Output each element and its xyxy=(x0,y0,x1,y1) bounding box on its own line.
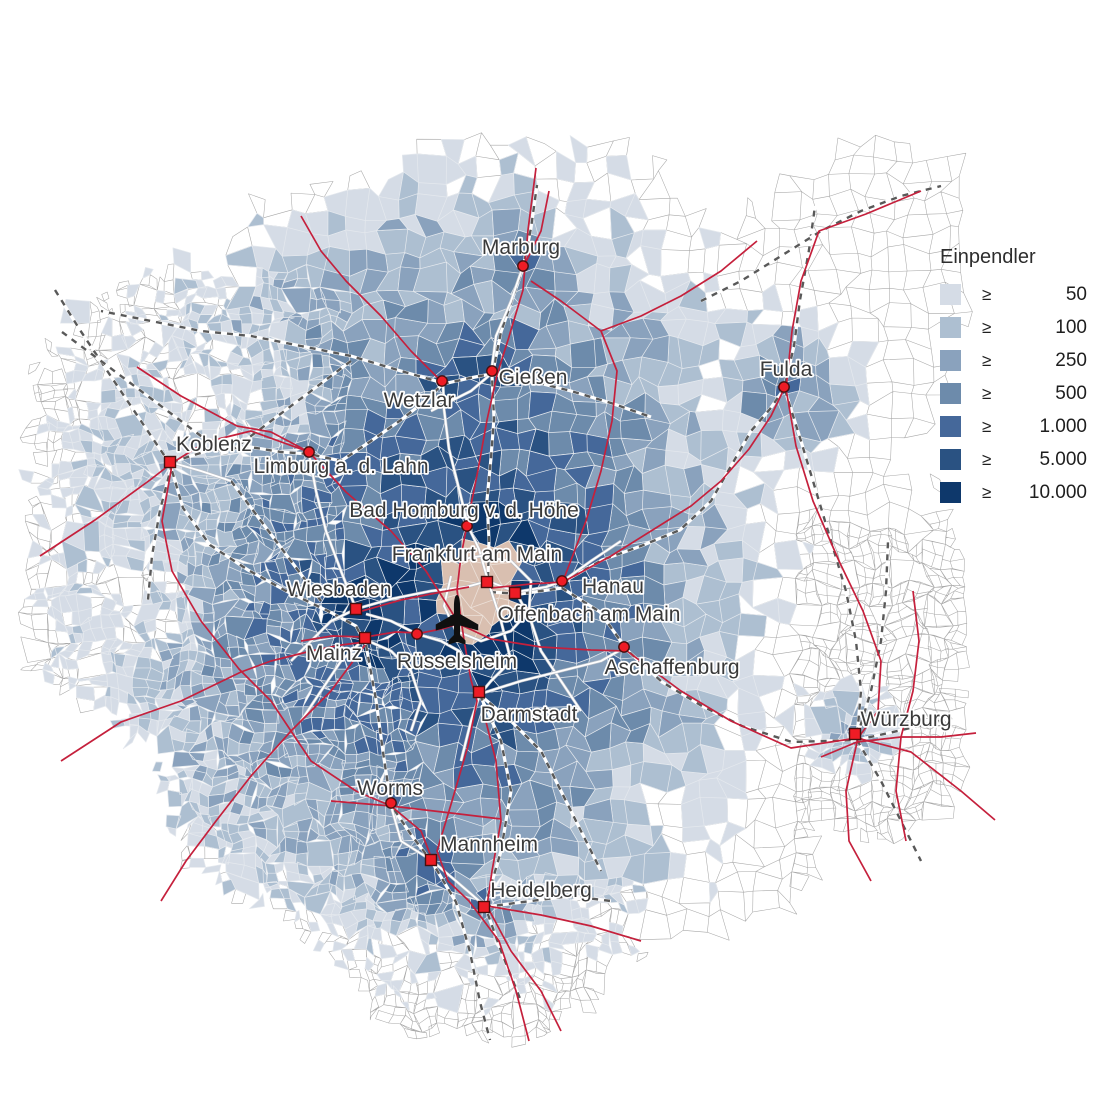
choropleth-cells xyxy=(18,132,973,1048)
city-marker-dot xyxy=(436,375,448,387)
city-marker-dot xyxy=(385,797,397,809)
legend-item: ≥100 xyxy=(937,311,1087,344)
city-marker-dot xyxy=(517,260,529,272)
city-label: Marburg xyxy=(482,236,560,259)
legend-title: Einpendler xyxy=(940,246,1036,268)
city-label: Heidelberg xyxy=(490,879,592,902)
city-marker-square xyxy=(163,455,177,469)
city-label: Aschaffenburg xyxy=(604,656,739,679)
legend-swatch xyxy=(940,482,961,503)
legend-operator: ≥ xyxy=(982,350,992,370)
minor-roads xyxy=(169,265,625,908)
city-marker-square xyxy=(349,602,363,616)
legend-operator: ≥ xyxy=(982,284,992,304)
legend-swatch xyxy=(940,317,961,338)
city-label: Darmstadt xyxy=(481,703,578,726)
legend-value: 250 xyxy=(1055,349,1087,371)
legend-item: ≥10.000 xyxy=(937,476,1087,509)
city-label: Wiesbaden xyxy=(286,578,391,601)
city-marker-dot xyxy=(303,446,315,458)
city-label: Fulda xyxy=(760,358,813,381)
city-marker-square xyxy=(848,727,862,741)
legend-value: 5.000 xyxy=(1039,448,1087,470)
city-label: Rüsselsheim xyxy=(397,650,517,673)
city-label: Mannheim xyxy=(440,833,538,856)
legend-value: 500 xyxy=(1055,382,1087,404)
city-marker-dot xyxy=(556,575,568,587)
city-label: Gießen xyxy=(499,366,568,389)
city-marker-dot xyxy=(618,641,630,653)
legend-rows: ≥50 ≥100 ≥250 ≥500 ≥1.000 ≥5.000 ≥10.000 xyxy=(937,278,1087,509)
city-label: Bad Homburg v. d. Höhe xyxy=(349,499,579,522)
city-label: Würzburg xyxy=(860,708,951,731)
legend-operator: ≥ xyxy=(982,383,992,403)
airplane-icon xyxy=(435,595,479,645)
city-marker-square xyxy=(424,853,438,867)
city-label: Worms xyxy=(357,777,423,800)
legend-item: ≥250 xyxy=(937,344,1087,377)
city-marker-square xyxy=(477,900,491,914)
legend-swatch xyxy=(940,284,961,305)
city-label: Koblenz xyxy=(176,433,252,456)
legend-item: ≥50 xyxy=(937,278,1087,311)
legend-swatch xyxy=(940,383,961,404)
legend-value: 100 xyxy=(1055,316,1087,338)
legend-swatch xyxy=(940,350,961,371)
legend-item: ≥500 xyxy=(937,377,1087,410)
city-marker-square xyxy=(508,586,522,600)
legend-swatch xyxy=(940,449,961,470)
legend-operator: ≥ xyxy=(982,482,992,502)
legend: Einpendler ≥50 ≥100 ≥250 ≥500 ≥1.000 ≥5.000 ≥1… xyxy=(937,246,1087,509)
legend-operator: ≥ xyxy=(982,449,992,469)
legend-value: 50 xyxy=(1065,283,1087,305)
city-marker-dot xyxy=(461,520,473,532)
city-marker-square xyxy=(358,631,372,645)
city-label: Frankfurt am Main xyxy=(392,543,562,566)
legend-operator: ≥ xyxy=(982,317,992,337)
city-markers xyxy=(163,260,862,914)
legend-value: 10.000 xyxy=(1028,481,1087,503)
legend-swatch xyxy=(940,416,961,437)
city-marker-dot xyxy=(411,628,423,640)
city-label: Wetzlar xyxy=(384,389,455,412)
legend-item: ≥1.000 xyxy=(937,410,1087,443)
city-marker-square xyxy=(480,575,494,589)
city-marker-dot xyxy=(486,365,498,377)
city-labels: Marburg Gießen Wetzlar Fulda KoblenzLimburg … xyxy=(174,234,953,903)
city-label: Limburg a. d. Lahn xyxy=(253,455,428,478)
legend-value: 1.000 xyxy=(1039,415,1087,437)
legend-operator: ≥ xyxy=(982,416,992,436)
legend-item: ≥5.000 xyxy=(937,443,1087,476)
city-label: Mainz xyxy=(306,642,362,665)
city-label: Offenbach am Main xyxy=(498,603,681,626)
city-label: Hanau xyxy=(582,575,644,598)
city-marker-square xyxy=(472,685,486,699)
city-marker-dot xyxy=(778,381,790,393)
